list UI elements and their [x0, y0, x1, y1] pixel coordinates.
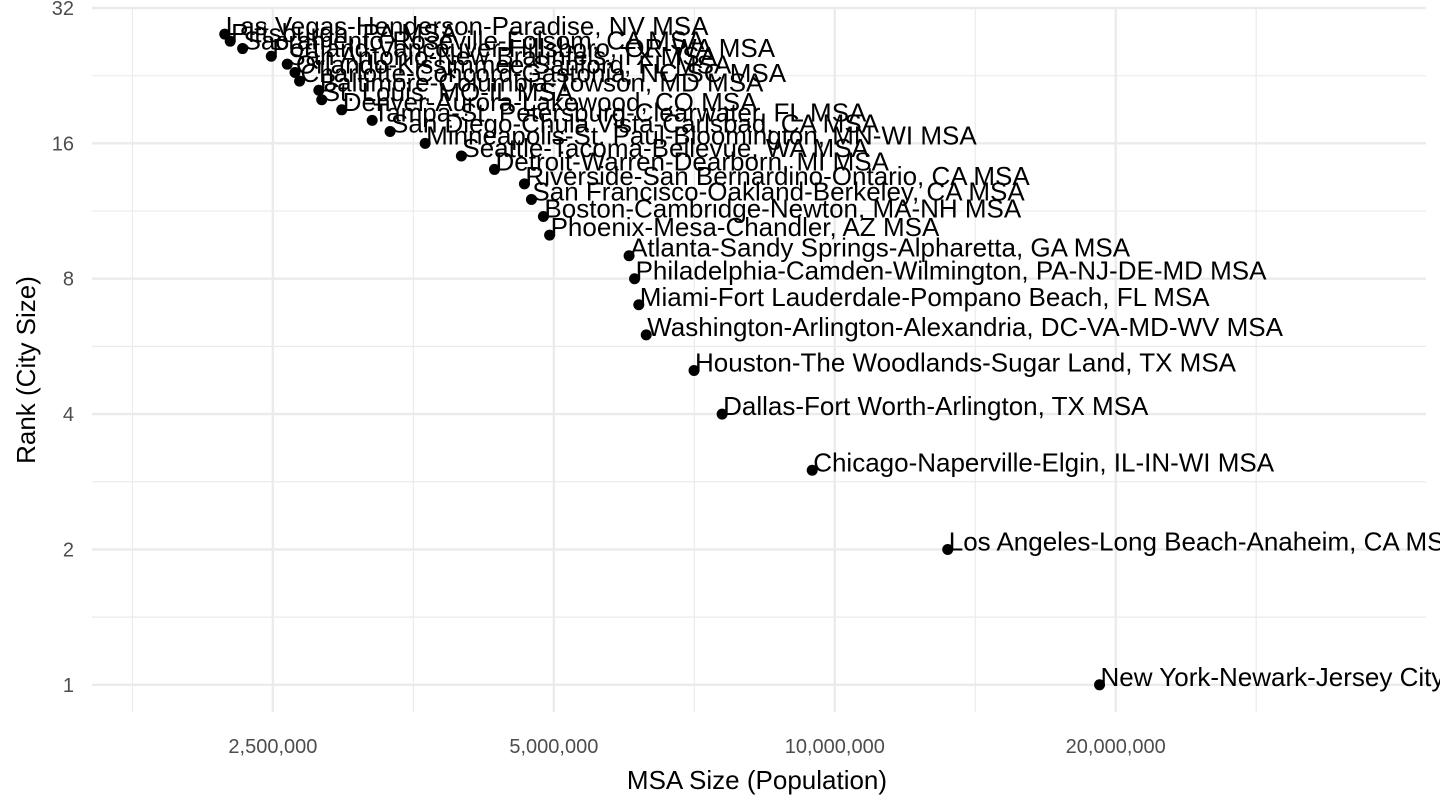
point-label: Boston-Cambridge-Newton, MA-NH MSA [544, 194, 1021, 224]
point-label: Seattle-Tacoma-Bellevue, WA MSA [462, 133, 869, 163]
x-axis-ticks: 2,500,000 5,000,000 10,000,000 20,000,000 [228, 736, 1165, 758]
point-label: Charlotte-Concord-Gastonia, NC-SC MSA [301, 58, 787, 88]
point-label: Atlanta-Sandy Springs-Alpharetta, GA MSA [630, 233, 1131, 263]
data-point [806, 464, 818, 476]
point-label: Washington-Arlington-Alexandria, DC-VA-M… [647, 312, 1283, 342]
y-tick-label: 1 [63, 675, 74, 697]
data-point [265, 50, 277, 62]
data-point [544, 229, 556, 241]
y-axis-ticks: 1 2 4 8 16 32 [52, 0, 74, 697]
y-tick-label: 16 [52, 133, 74, 155]
data-point [629, 273, 641, 285]
data-point [289, 66, 301, 78]
minor-gridlines [92, 8, 1426, 712]
y-tick-label: 4 [63, 404, 74, 426]
data-point [336, 104, 348, 116]
point-label: Philadelphia-Camden-Wilmington, PA-NJ-DE… [636, 256, 1268, 286]
point-label: Pittsburgh, PA MSA [231, 18, 458, 48]
data-point [633, 299, 645, 311]
point-label: Portland-Vancouver-Hillsboro, OR-WA MSA [272, 33, 775, 63]
point-label: Sacramento-Roseville-Folsom, CA MSA [244, 26, 706, 56]
data-point [716, 408, 728, 420]
x-tick-label: 10,000,000 [785, 736, 885, 758]
point-label: Detroit-Warren-Dearborn, MI MSA [495, 146, 889, 176]
y-tick-label: 8 [63, 269, 74, 291]
point-label: Baltimore-Columbia-Towson, MD MSA [320, 67, 764, 97]
point-label: Denver-Aurora-Lakewood, CO MSA [343, 87, 758, 117]
x-tick-label: 5,000,000 [509, 736, 598, 758]
point-label: Chicago-Naperville-Elgin, IL-IN-WI MSA [813, 447, 1275, 477]
point-label: St. Louis, MO-IL MSA [323, 77, 574, 107]
major-gridlines [92, 6, 1426, 712]
data-point [316, 94, 328, 106]
data-point [623, 250, 635, 262]
data-point [281, 58, 293, 70]
point-label: Minneapolis-St. Paul-Bloomington, MN-WI … [426, 120, 977, 150]
point-label: San Francisco-Oakland-Berkeley, CA MSA [532, 177, 1025, 207]
x-tick-label: 20,000,000 [1066, 736, 1166, 758]
data-point [525, 194, 537, 206]
data-point [1094, 679, 1106, 691]
point-label: Tampa-St. Petersburg-Clearwater, FL MSA [373, 97, 867, 127]
y-axis-title: Rank (City Size) [11, 276, 41, 464]
data-point [640, 329, 652, 341]
data-point [366, 114, 378, 126]
point-label: San Antonio-New Braunfels, TX MSA [288, 41, 717, 71]
point-label: Las Vegas-Henderson-Paradise, NV MSA [226, 11, 709, 41]
point-label: San Diego-Chula Vista-Carlsbad, CA MSA [391, 109, 880, 139]
data-point [313, 84, 325, 96]
data-point [455, 150, 467, 162]
data-point [419, 137, 431, 149]
point-label: Phoenix-Mesa-Chandler, AZ MSA [551, 212, 940, 242]
point-label: Los Angeles-Long Beach-Anaheim, CA MSA [949, 526, 1440, 556]
data-point [237, 43, 249, 55]
point-label: Dallas-Fort Worth-Arlington, TX MSA [723, 391, 1149, 421]
x-tick-label: 2,500,000 [228, 736, 317, 758]
point-label: Miami-Fort Lauderdale-Pompano Beach, FL … [640, 282, 1210, 312]
data-point [219, 28, 231, 40]
data-point [942, 543, 954, 555]
data-point [688, 365, 700, 377]
data-point [384, 126, 396, 138]
x-axis-title: MSA Size (Population) [627, 765, 887, 795]
y-tick-label: 32 [52, 0, 74, 20]
data-point [518, 178, 530, 190]
data-point [294, 75, 306, 87]
y-tick-label: 2 [63, 539, 74, 561]
point-label: Orlando-Kissimmee-Sanford, FL MSA [296, 49, 732, 79]
point-label: Houston-The Woodlands-Sugar Land, TX MSA [695, 348, 1237, 378]
data-point [537, 211, 549, 223]
point-label: New York-Newark-Jersey City, NY-NJ-P [1101, 662, 1440, 692]
data-points [219, 28, 1106, 691]
data-labels: New York-Newark-Jersey City, NY-NJ-P Los … [226, 11, 1440, 692]
data-point [488, 163, 500, 175]
point-label: Riverside-San Bernardino-Ontario, CA MSA [525, 161, 1030, 191]
